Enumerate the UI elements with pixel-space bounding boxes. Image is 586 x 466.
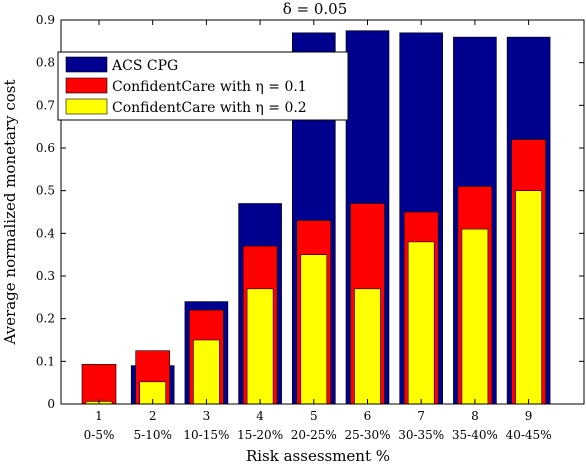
bar-series-3-cat-7 <box>407 241 435 405</box>
y-tick-label: 0.1 <box>36 354 55 368</box>
legend-swatch-3 <box>65 98 108 115</box>
bar-series-3-cat-6 <box>354 288 381 405</box>
x-range-label: 30-35% <box>398 428 444 442</box>
legend-swatch-2 <box>65 77 108 94</box>
legend: ACS CPG ConfidentCare with η = 0.1 Confide… <box>57 51 349 121</box>
bar-series-3-cat-8 <box>461 228 489 405</box>
bars-group <box>81 30 551 405</box>
bar-series-3-cat-4 <box>246 288 274 405</box>
y-axis-label: Average normalized monetary cost <box>1 79 19 345</box>
y-tick-label: 0.2 <box>36 312 55 326</box>
x-axis-label: Risk assessment % <box>246 447 390 465</box>
legend-label-3: ConfidentCare with η = 0.2 <box>112 100 307 116</box>
x-tick-label: 2 <box>149 409 157 423</box>
y-axis: 0 0.1 0.2 0.3 0.4 0.5 0.6 0.7 0.8 0.9 <box>36 13 584 411</box>
y-tick-label: 0.8 <box>36 56 55 70</box>
y-tick-label: 0.3 <box>36 269 55 283</box>
y-tick-label: 0.4 <box>36 226 55 240</box>
y-tick-label: 0.7 <box>36 98 55 112</box>
x-tick-label: 3 <box>203 409 211 423</box>
y-tick-label: 0.9 <box>36 13 55 27</box>
legend-label-1: ACS CPG <box>111 58 178 74</box>
x-tick-label: 4 <box>256 409 264 423</box>
bar-series-3-cat-3 <box>193 339 220 405</box>
y-tick-label: 0.6 <box>36 141 55 155</box>
x-range-label: 5-10% <box>134 428 172 442</box>
y-tick-label: 0.5 <box>36 184 55 198</box>
x-range-label: 25-30% <box>345 428 391 442</box>
chart-title: δ = 0.05 <box>283 0 348 18</box>
x-tick-label: 7 <box>417 409 425 423</box>
x-range-label: 15-20% <box>237 428 283 442</box>
x-range-label: 0-5% <box>84 428 115 442</box>
x-tick-label: 5 <box>310 409 318 423</box>
bar-series-3-cat-9 <box>515 190 542 405</box>
x-tick-label: 6 <box>364 409 372 423</box>
x-tick-label: 9 <box>525 409 533 423</box>
x-tick-label: 8 <box>471 409 479 423</box>
x-range-label: 40-45% <box>506 428 552 442</box>
x-range-label: 35-40% <box>452 428 498 442</box>
plot-frame <box>60 19 585 405</box>
x-range-label: 10-15% <box>183 428 229 442</box>
y-tick-label: 0 <box>47 397 55 411</box>
x-axis: 1 0-5% 2 5-10% 3 10-15% 4 15-20% 5 20-25% 6 25-30% 7… <box>84 20 552 442</box>
legend-label-2: ConfidentCare with η = 0.1 <box>112 79 307 95</box>
bar-series-2-cat-1 <box>81 363 117 405</box>
x-range-label: 20-25% <box>291 428 337 442</box>
x-tick-label: 1 <box>95 409 103 423</box>
bar-series-3-cat-5 <box>300 254 328 405</box>
legend-swatch-1 <box>65 56 108 73</box>
